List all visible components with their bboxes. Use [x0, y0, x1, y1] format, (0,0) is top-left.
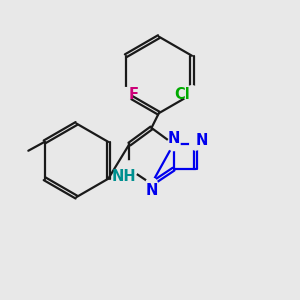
Circle shape [146, 178, 158, 190]
Text: NH: NH [112, 169, 136, 184]
Text: Cl: Cl [175, 87, 190, 102]
Text: N: N [196, 133, 208, 148]
Text: N: N [145, 183, 158, 198]
Circle shape [119, 88, 132, 100]
Circle shape [184, 86, 200, 102]
Circle shape [167, 138, 180, 151]
Text: N: N [167, 131, 180, 146]
Text: F: F [129, 87, 139, 102]
Circle shape [121, 161, 138, 177]
Circle shape [190, 138, 202, 150]
